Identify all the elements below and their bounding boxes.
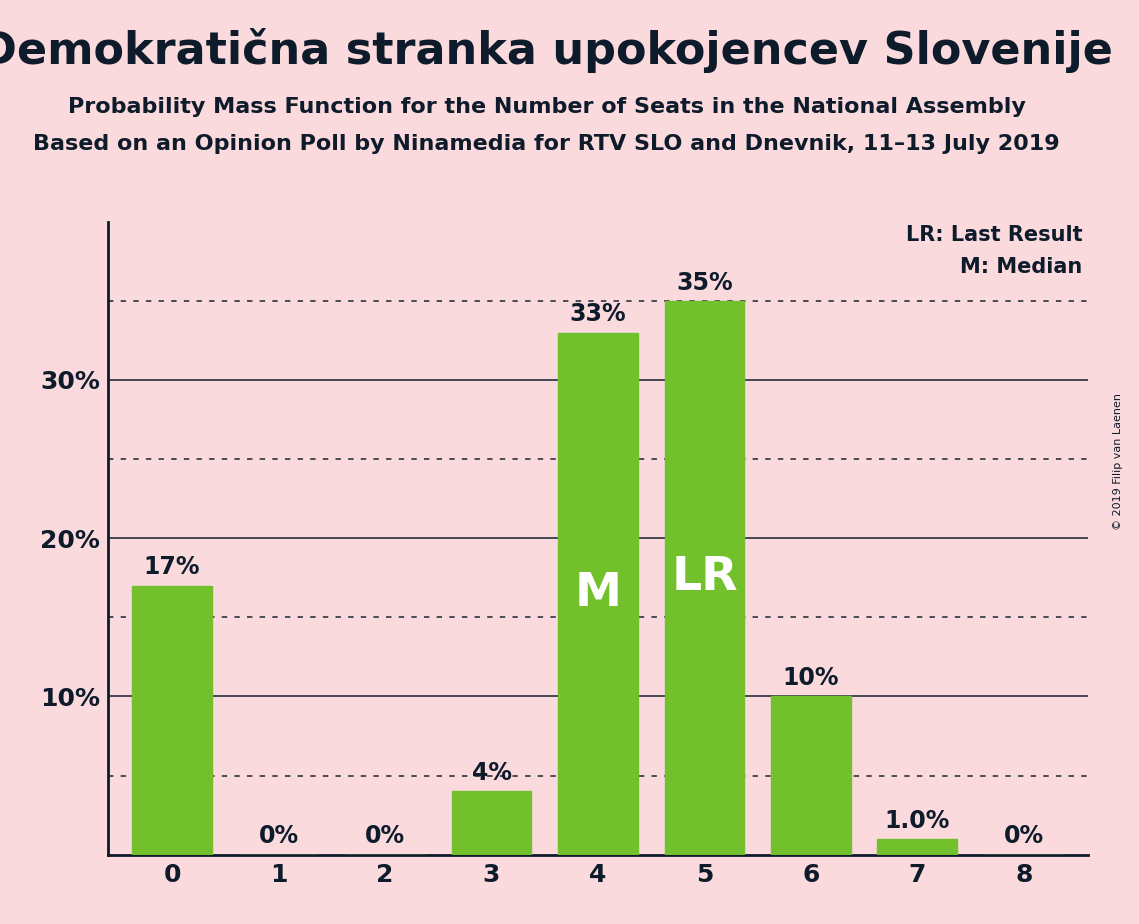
Text: Based on an Opinion Poll by Ninamedia for RTV SLO and Dnevnik, 11–13 July 2019: Based on an Opinion Poll by Ninamedia fo… <box>33 134 1060 154</box>
Bar <box>558 333 638 855</box>
Bar <box>451 791 532 855</box>
Text: 1.0%: 1.0% <box>885 808 950 833</box>
Bar <box>132 586 212 855</box>
Text: 4%: 4% <box>472 761 511 785</box>
Text: Probability Mass Function for the Number of Seats in the National Assembly: Probability Mass Function for the Number… <box>68 97 1025 117</box>
Text: Demokratična stranka upokojencev Slovenije: Demokratična stranka upokojencev Sloveni… <box>0 28 1113 73</box>
Text: LR: Last Result: LR: Last Result <box>906 225 1082 245</box>
Text: 33%: 33% <box>570 302 626 326</box>
Bar <box>664 301 745 855</box>
Text: 10%: 10% <box>782 666 839 690</box>
Bar <box>877 839 957 855</box>
Text: M: Median: M: Median <box>960 257 1082 276</box>
Text: 0%: 0% <box>259 824 298 848</box>
Bar <box>771 697 851 855</box>
Text: 0%: 0% <box>364 824 405 848</box>
Text: M: M <box>574 571 622 616</box>
Text: © 2019 Filip van Laenen: © 2019 Filip van Laenen <box>1114 394 1123 530</box>
Text: LR: LR <box>671 555 738 601</box>
Text: 0%: 0% <box>1003 824 1044 848</box>
Text: 35%: 35% <box>677 271 732 295</box>
Text: 17%: 17% <box>144 555 200 579</box>
